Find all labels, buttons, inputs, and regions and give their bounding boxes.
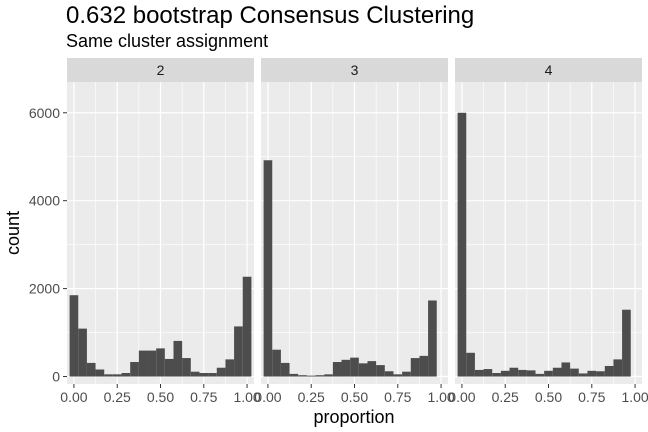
histogram-bar xyxy=(526,370,536,377)
facet-strip-label: 2 xyxy=(157,62,165,78)
histogram-bar xyxy=(306,375,316,377)
histogram-bar xyxy=(393,374,403,377)
histogram-bar xyxy=(518,369,527,377)
y-tick-label: 6000 xyxy=(29,105,60,121)
y-tick-label: 0 xyxy=(52,369,60,385)
histogram-bar xyxy=(138,350,148,377)
histogram-bar xyxy=(561,362,571,377)
histogram-bar xyxy=(622,309,631,377)
histogram-bar xyxy=(587,370,597,377)
histogram-bar xyxy=(280,362,290,377)
facet-strip xyxy=(455,58,642,82)
y-axis: 0 2000 4000 6000 xyxy=(29,105,67,385)
histogram-bar xyxy=(596,371,605,377)
x-tick-label: 0.75 xyxy=(384,389,411,405)
histogram-bar xyxy=(341,359,351,377)
histogram-bar xyxy=(272,349,281,377)
x-tick-label: 0.00 xyxy=(254,389,281,405)
histogram-bar xyxy=(376,365,385,377)
histogram-bar xyxy=(147,350,157,377)
histogram-bar xyxy=(457,112,467,377)
facet-panel-3: 3 0.00 0.25 0.50 0.75 1.00 xyxy=(254,58,455,405)
facet-panel-2: 2 0.00 0.25 0.50 0.75 1.00 xyxy=(60,58,261,405)
histogram-bar xyxy=(350,357,359,377)
histogram-bar xyxy=(428,300,437,377)
histogram-bar xyxy=(509,367,519,377)
histogram-bar xyxy=(570,368,579,377)
histogram-bar xyxy=(104,374,113,377)
x-tick-label: 0.00 xyxy=(60,389,87,405)
x-tick-label: 0.50 xyxy=(535,389,562,405)
x-tick-label: 0.25 xyxy=(298,389,325,405)
histogram-bar xyxy=(182,358,191,377)
x-tick-label: 0.50 xyxy=(341,389,368,405)
facet-strip xyxy=(261,58,448,82)
histogram-bar xyxy=(483,369,493,377)
histogram-bar xyxy=(358,363,368,377)
histogram-bar xyxy=(164,358,174,377)
histogram-bar xyxy=(402,371,411,377)
histogram-bar xyxy=(78,328,87,377)
chart-title: 0.632 bootstrap Consensus Clustering xyxy=(66,2,475,29)
x-tick-label: 1.00 xyxy=(427,389,454,405)
x-axis-title: proportion xyxy=(313,407,394,427)
histogram-bar xyxy=(613,359,623,377)
facet-panel-4: 4 0.00 0.25 0.50 0.75 1.00 xyxy=(448,58,648,405)
x-tick-label: 0.50 xyxy=(147,389,174,405)
histogram-bar xyxy=(474,369,484,377)
y-tick-label: 2000 xyxy=(29,281,60,297)
histogram-bar xyxy=(604,365,614,377)
histogram-bar xyxy=(535,373,545,377)
histogram-bar xyxy=(225,359,235,377)
histogram-bar xyxy=(216,367,226,377)
histogram-bar xyxy=(289,373,299,377)
histogram-bar xyxy=(324,374,333,377)
histogram-bar xyxy=(466,352,475,377)
histogram-bar xyxy=(69,295,79,377)
histogram-bar xyxy=(112,374,122,377)
histogram-bar xyxy=(384,371,394,377)
histogram-bar xyxy=(130,362,139,377)
panels-layer: 2 0.00 0.25 0.50 0.75 1.00 3 0.00 0.25 0.50 0.75 1.… xyxy=(60,58,648,405)
x-tick-label: 0.75 xyxy=(190,389,217,405)
histogram-bar xyxy=(121,373,131,377)
histogram-bar xyxy=(410,358,420,377)
histogram-bar xyxy=(332,362,342,377)
histogram-bar xyxy=(578,373,588,377)
histogram-bar xyxy=(315,375,325,377)
x-tick-label: 0.25 xyxy=(104,389,131,405)
x-tick-label: 1.00 xyxy=(233,389,260,405)
x-tick-label: 0.25 xyxy=(492,389,519,405)
histogram-bar xyxy=(552,367,562,377)
x-tick-label: 1.00 xyxy=(621,389,648,405)
facet-strip-label: 3 xyxy=(351,62,359,78)
x-tick-label: 0.75 xyxy=(578,389,605,405)
facet-strip-label: 4 xyxy=(545,62,553,78)
histogram-bar xyxy=(199,373,209,377)
histogram-bar xyxy=(492,373,501,377)
x-tick-label: 0.00 xyxy=(448,389,475,405)
histogram-bar xyxy=(298,375,307,377)
histogram-bar xyxy=(86,362,96,377)
histogram-bar xyxy=(500,370,510,377)
chart-subtitle: Same cluster assignment xyxy=(66,31,269,51)
histogram-bar xyxy=(95,369,105,377)
histogram-bar xyxy=(263,160,273,377)
histogram-bar xyxy=(190,371,200,377)
histogram-bar xyxy=(208,373,217,377)
facet-strip xyxy=(67,58,254,82)
histogram-bar xyxy=(173,340,183,377)
histogram-bar xyxy=(242,276,252,377)
histogram-bar xyxy=(234,326,243,377)
histogram-bar xyxy=(156,348,165,377)
histogram-bar xyxy=(367,361,377,377)
y-tick-label: 4000 xyxy=(29,193,60,209)
histogram-bar xyxy=(419,355,429,377)
histogram-bar xyxy=(544,370,553,377)
y-axis-title: count xyxy=(3,211,23,255)
